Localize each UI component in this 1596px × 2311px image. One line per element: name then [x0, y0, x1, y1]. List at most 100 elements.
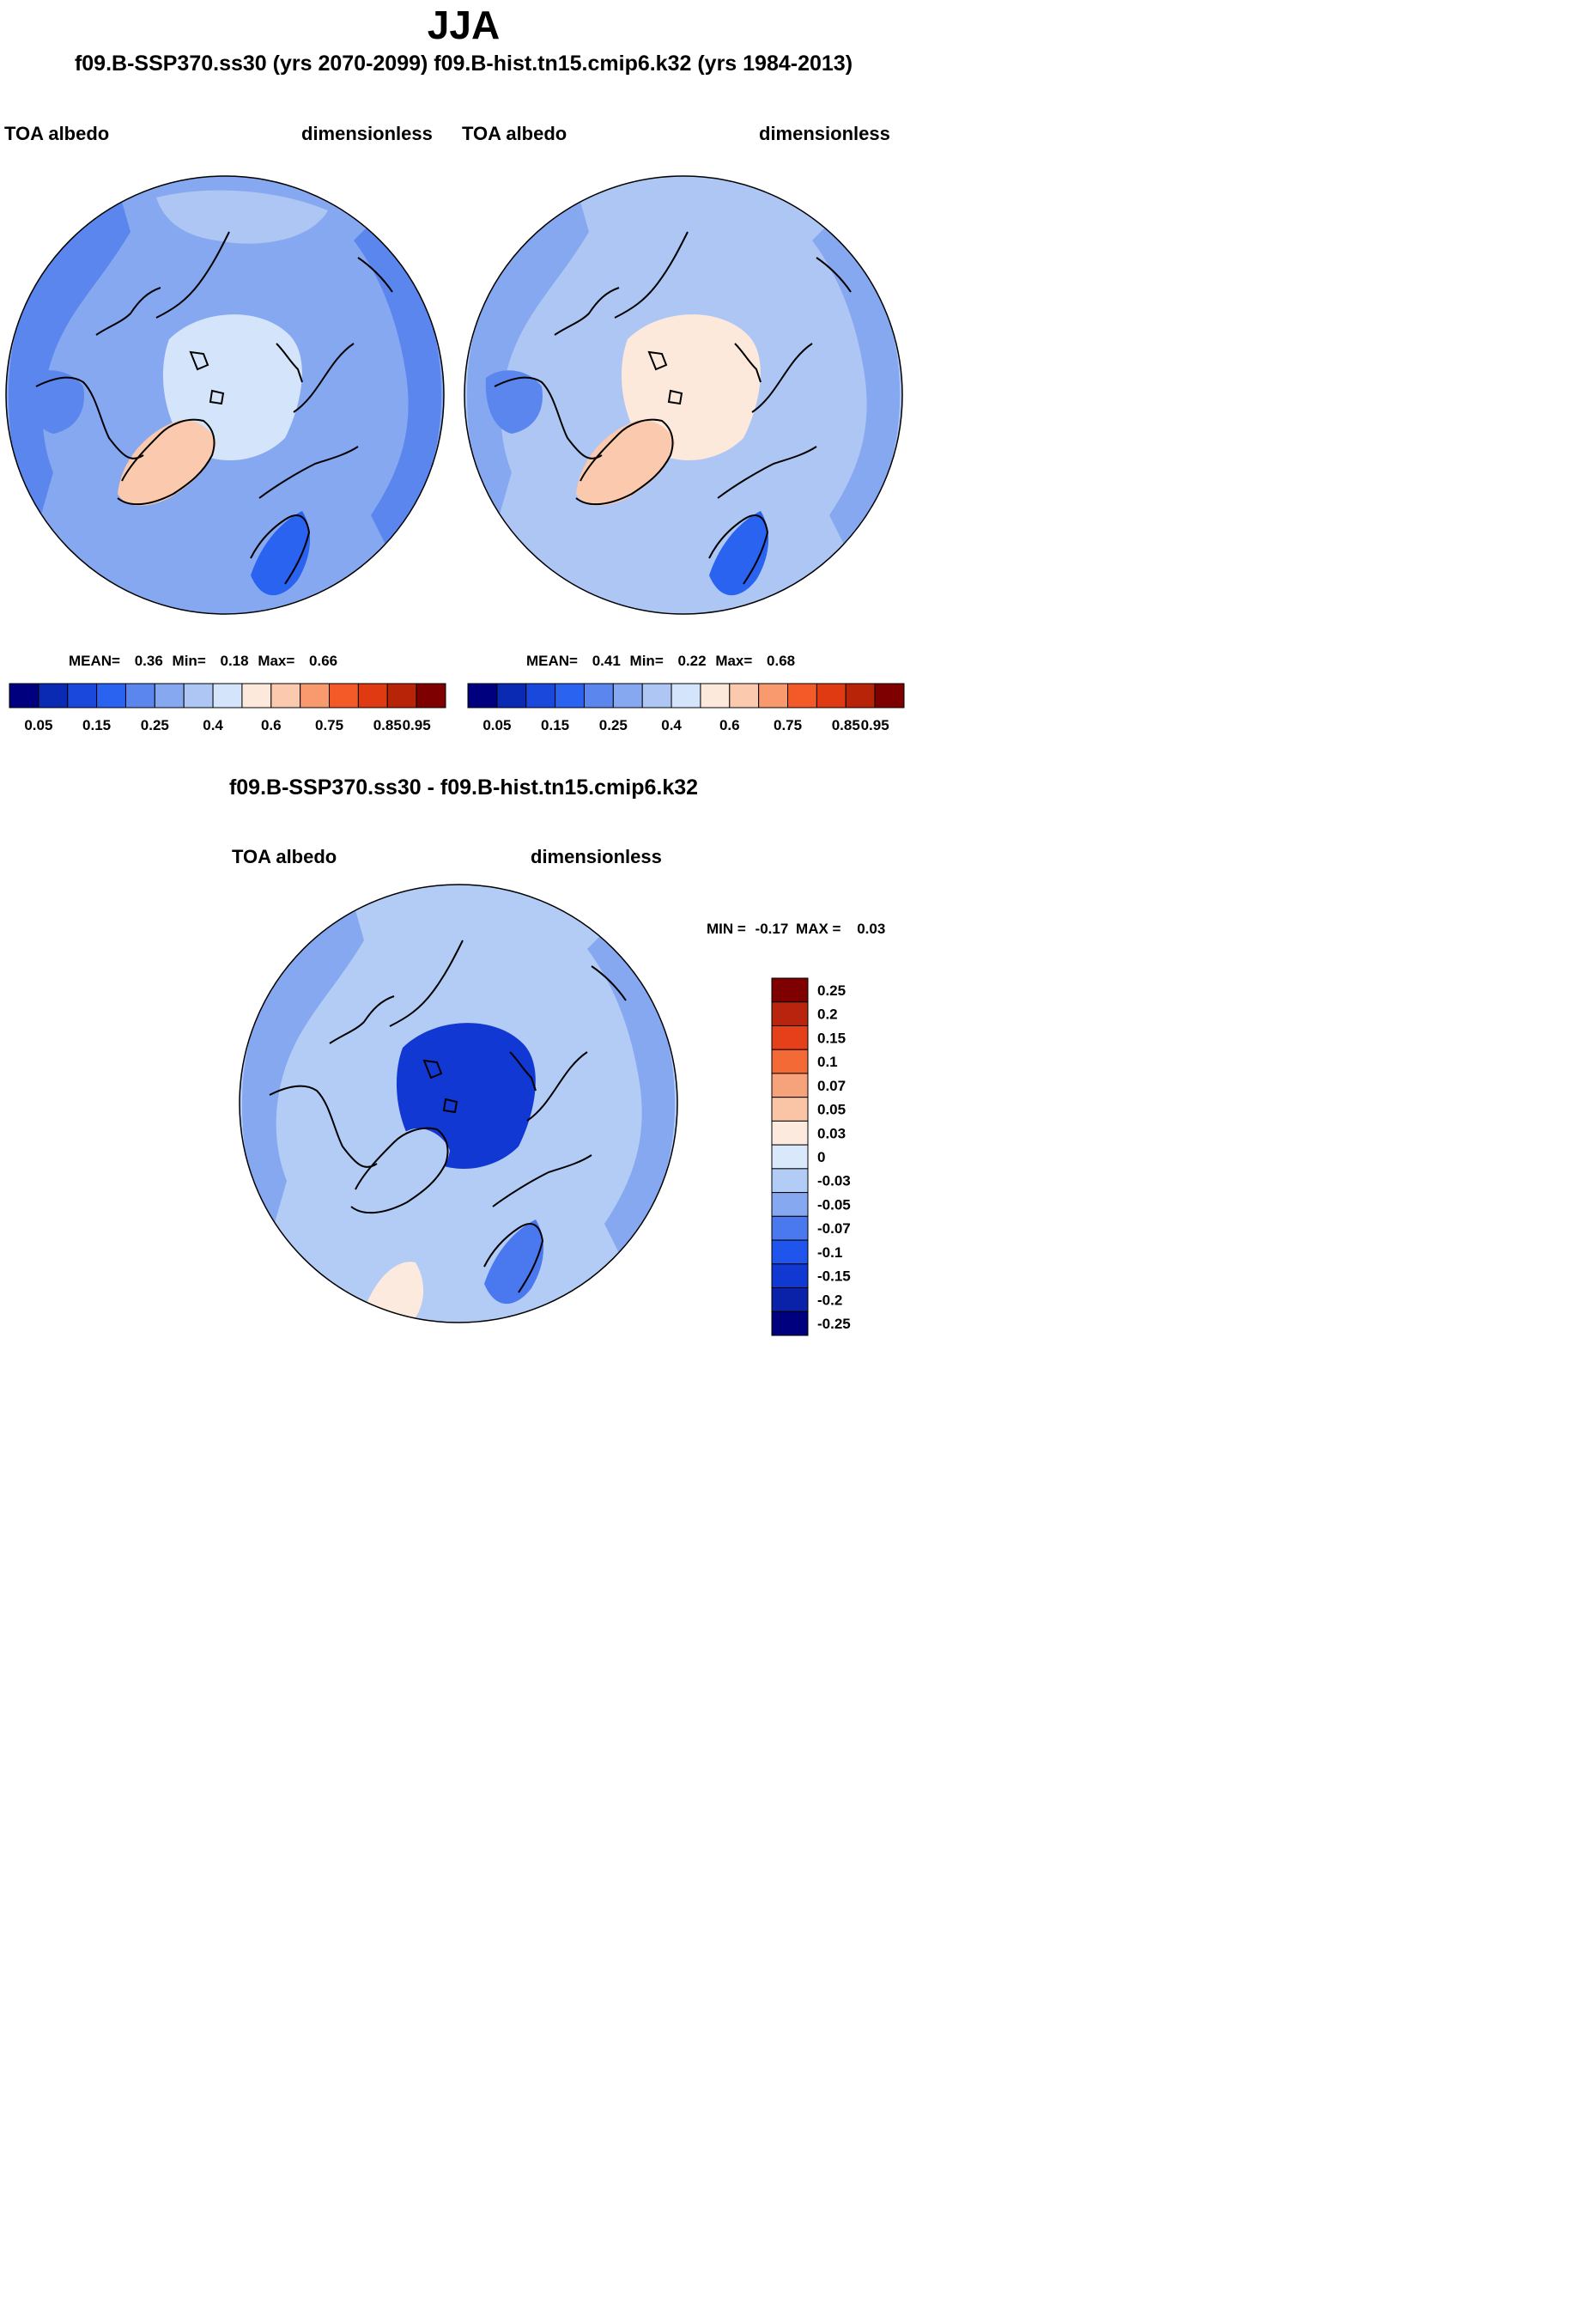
- colorbar-tick-label: 0.25: [599, 717, 628, 733]
- colorbar-box: [270, 683, 301, 709]
- coastline: [293, 343, 355, 413]
- field-pacific-cloud: [615, 190, 786, 244]
- coastline: [250, 514, 311, 585]
- map-panel-hist: [464, 175, 903, 615]
- field-canada-inland: [27, 370, 84, 434]
- colorbar-tick-label: 0.25: [141, 717, 169, 733]
- panel1-mean-label: MEAN=: [69, 653, 120, 669]
- panel1-left-label: TOA albedo: [4, 123, 110, 144]
- coastline: [117, 418, 215, 506]
- coastlines: [494, 231, 852, 585]
- colorbar-box: [771, 1049, 809, 1074]
- colorbar-panel1: 0.05 0.15 0.25 0.4 0.6 0.75 0.85 0.95: [9, 683, 446, 733]
- colorbar-box: [241, 683, 272, 709]
- coastline: [350, 1127, 449, 1214]
- coastline: [751, 343, 813, 413]
- coastline: [734, 343, 762, 383]
- coastline: [614, 231, 689, 319]
- diff-max-label: MAX =: [796, 921, 841, 937]
- colorbar-box: [555, 683, 585, 709]
- colorbar-box: [671, 683, 701, 709]
- coastline: [269, 1085, 378, 1168]
- colorbar-box: [212, 683, 243, 709]
- field-ocean-outer: [242, 910, 675, 1258]
- colorbar-tick-label: 0.75: [315, 717, 343, 733]
- coastlines: [269, 940, 627, 1293]
- colorbar-tick-label: 0.4: [661, 717, 682, 733]
- colorbar-box: [386, 683, 417, 709]
- colorbar-box: [771, 1215, 809, 1241]
- colorbar-box: [771, 1239, 809, 1265]
- colorbar-box: [771, 1311, 809, 1336]
- panel2-min-value: 0.22: [677, 653, 707, 669]
- colorbar-box: [612, 683, 643, 709]
- field-canada-inland: [485, 370, 543, 434]
- coastline: [442, 1098, 458, 1114]
- field-europe-dark: [709, 511, 769, 596]
- field-greenland: [351, 1128, 450, 1214]
- colorbar-tick-label: -0.2: [817, 1292, 842, 1308]
- colorbar-box: [67, 683, 98, 709]
- field-greenland: [576, 420, 675, 506]
- coastline: [717, 446, 817, 499]
- coastline: [389, 940, 464, 1027]
- map-panel-difference: [239, 884, 678, 1323]
- coastline: [816, 257, 852, 293]
- colorbar-tick-label: -0.07: [817, 1220, 851, 1237]
- colorbar-tick-label: 0.15: [541, 717, 569, 733]
- colorbar-difference: 0.25 0.2 0.15 0.1 0.07 0.05 0.03 0 -0.03 -0.05 -0.…: [771, 977, 851, 1336]
- colorbar-tick-label: 0.6: [261, 717, 282, 733]
- colorbar-tick-label: 0.95: [861, 717, 889, 733]
- colorbar-tick-label: 0.85: [832, 717, 860, 733]
- map-boundary: [5, 175, 445, 615]
- colorbar-tick-label: 0.95: [403, 717, 431, 733]
- diff-right-label: dimensionless: [531, 846, 662, 867]
- colorbar-box: [300, 683, 331, 709]
- coastline: [95, 287, 161, 336]
- coastline: [575, 418, 674, 506]
- subtitle: f09.B-SSP370.ss30 (yrs 2070-2099) f09.B-…: [74, 52, 853, 76]
- field-europe-dark: [251, 511, 311, 596]
- map-boundary: [464, 175, 903, 615]
- coastline: [492, 1154, 592, 1207]
- panel1-min-label: Min=: [172, 653, 206, 669]
- field-ocean-outer: [467, 202, 900, 550]
- panel1-stats: MEAN= 0.36 Min= 0.18 Max= 0.66: [69, 653, 337, 670]
- coastline: [483, 1223, 544, 1293]
- coastline: [35, 376, 144, 459]
- map-boundary: [239, 884, 678, 1323]
- panel2-max-label: Max=: [715, 653, 753, 669]
- panel2-right-label: dimensionless: [759, 123, 890, 144]
- colorbar-box: [9, 683, 39, 709]
- colorbar-tick-label: 0.2: [817, 1007, 838, 1023]
- colorbar-tick-label: 0.75: [774, 717, 802, 733]
- colorbar-tick-label: 0.03: [817, 1125, 846, 1141]
- coastline: [258, 446, 359, 499]
- coastline: [667, 389, 683, 405]
- coastline: [494, 376, 603, 459]
- colorbar-box: [124, 683, 155, 709]
- colorbar-box: [816, 683, 847, 709]
- colorbar-tick-label: -0.25: [817, 1316, 851, 1332]
- colorbar-tick-label: 0.05: [24, 717, 52, 733]
- colorbar-box: [771, 1025, 809, 1050]
- colorbar-box: [787, 683, 817, 709]
- coastline: [422, 1059, 443, 1079]
- diff-max-value: 0.03: [857, 921, 886, 937]
- panel2-min-label: Min=: [629, 653, 664, 669]
- colorbar-box: [771, 1001, 809, 1026]
- coastline: [647, 350, 668, 371]
- colorbar-box: [583, 683, 614, 709]
- panel1-max-value: 0.66: [309, 653, 338, 669]
- colorbar-box: [845, 683, 876, 709]
- coastline: [329, 995, 395, 1044]
- panel1-mean-value: 0.36: [134, 653, 163, 669]
- colorbar-box: [771, 1144, 809, 1170]
- colorbar-box: [96, 683, 126, 709]
- colorbar-tick-label: 0.25: [817, 982, 846, 999]
- panel1-max-label: Max=: [258, 653, 295, 669]
- colorbar-tick-label: 0.05: [817, 1102, 846, 1118]
- coastline: [189, 350, 209, 371]
- colorbar-box: [874, 683, 905, 709]
- coastline: [357, 257, 393, 293]
